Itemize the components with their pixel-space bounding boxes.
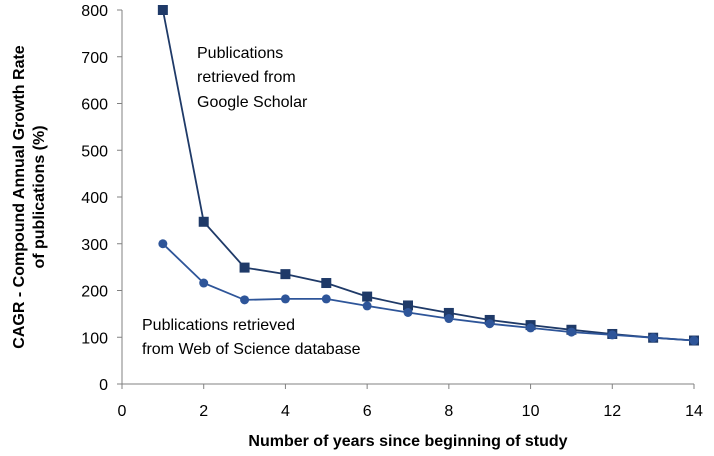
y-axis-ticks: 0 100 200 300 400 500 600 700 800 <box>81 3 122 394</box>
series-2-point <box>199 278 209 288</box>
series-1-point <box>280 269 291 280</box>
y-axis-title-line-1: CAGR - Compound Annual Growth Rate <box>11 45 28 348</box>
x-tick-label: 12 <box>603 403 621 420</box>
y-tick-label: 200 <box>81 284 108 301</box>
series-2-point <box>321 294 331 304</box>
annotation-web-of-science-line-1: Publications retrieved <box>142 317 295 334</box>
series-2-point <box>485 319 495 329</box>
y-tick-label: 600 <box>81 97 108 114</box>
x-axis-ticks: 0 2 4 6 8 10 12 14 <box>118 384 703 420</box>
series-2-point <box>158 239 168 249</box>
series-1-point <box>157 5 168 15</box>
series-2-point <box>403 307 413 317</box>
series-2-point <box>362 301 372 311</box>
series-1-point <box>403 300 413 311</box>
x-tick-label: 10 <box>522 403 540 420</box>
annotation-web-of-science-line-2: from Web of Science database <box>142 341 361 358</box>
series-2-point <box>280 294 290 304</box>
y-tick-label: 0 <box>99 377 108 394</box>
y-tick-label: 700 <box>81 50 108 67</box>
annotation-google-scholar-line-3: Google Scholar <box>197 94 308 111</box>
y-axis-title-line-2: of publications (%) <box>31 125 48 268</box>
x-tick-label: 2 <box>199 403 208 420</box>
x-axis-title: Number of years since beginning of study <box>248 433 567 450</box>
series-1-point <box>362 291 373 302</box>
y-tick-label: 800 <box>81 3 108 20</box>
series-1-point <box>239 262 250 273</box>
series-1-point <box>443 307 454 318</box>
series-2-point <box>526 323 536 333</box>
y-tick-label: 300 <box>81 237 108 254</box>
series-2-point <box>689 336 699 346</box>
x-tick-label: 4 <box>281 403 290 420</box>
x-tick-label: 8 <box>444 403 453 420</box>
series-1-point <box>321 278 332 289</box>
annotation-google-scholar-line-1: Publications <box>197 45 283 62</box>
series-layer <box>157 5 699 346</box>
y-tick-label: 400 <box>81 190 108 207</box>
x-tick-label: 14 <box>685 403 703 420</box>
x-tick-label: 0 <box>118 403 127 420</box>
series-2-line <box>162 243 695 342</box>
y-tick-label: 500 <box>81 143 108 160</box>
series-2-point <box>240 295 250 305</box>
annotation-google-scholar-line-2: retrieved from <box>197 69 296 86</box>
y-tick-label: 100 <box>81 330 108 347</box>
series-2-point <box>607 330 617 340</box>
series-1-point <box>198 216 209 227</box>
x-tick-label: 6 <box>363 403 372 420</box>
series-1-line <box>162 9 695 342</box>
series-2-point <box>444 314 454 324</box>
series-2-point <box>648 333 658 343</box>
series-2-point <box>566 327 576 337</box>
